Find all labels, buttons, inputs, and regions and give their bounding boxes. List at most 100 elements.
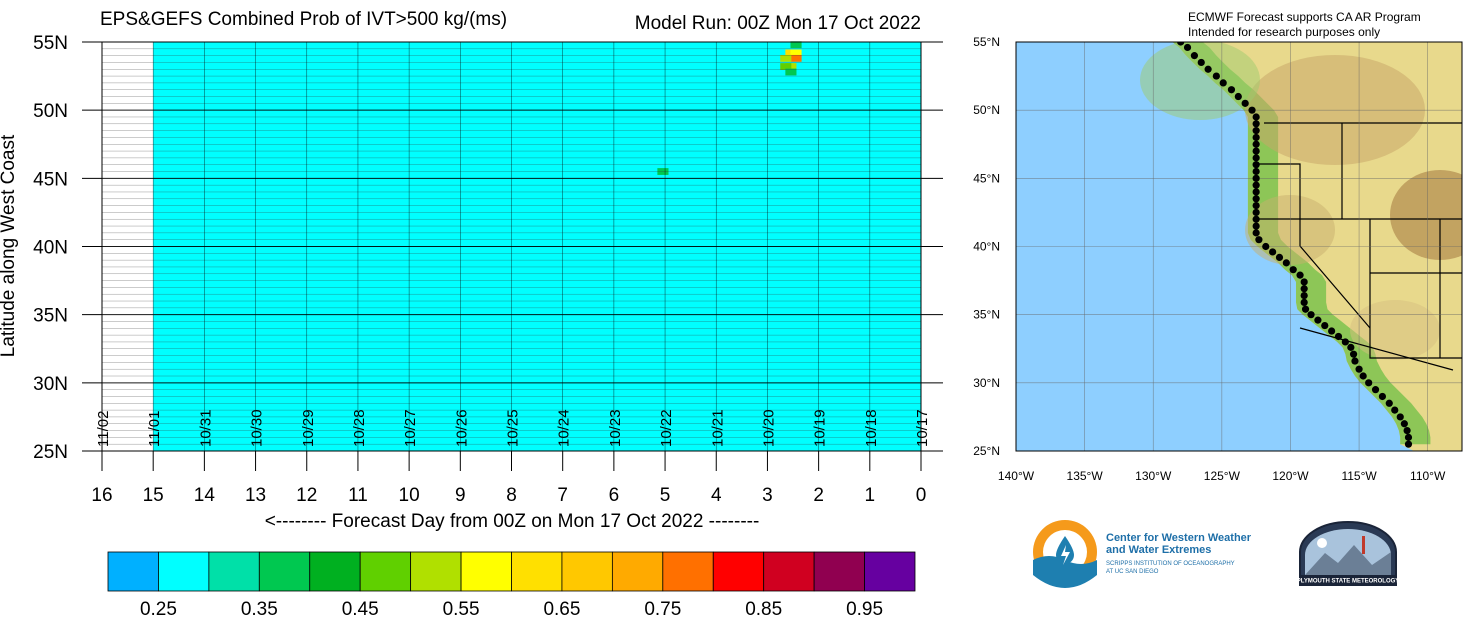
colorbar-swatch [712,551,765,592]
coast-point [1289,266,1297,274]
colorbar-label: 0.25 [140,599,177,620]
colorbar [107,551,916,592]
colorbar-swatch [410,551,462,592]
y-tick-label: 40N [33,238,68,259]
coast-point [1300,278,1308,286]
coast-point [1328,327,1336,335]
cw3e-logo: Center for Western Weather and Water Ext… [1033,520,1252,588]
map-lat-label: 50°N [973,103,1000,117]
coast-point [1252,120,1260,128]
x-tick-label: 11 [348,485,368,506]
coast-point [1282,259,1290,267]
map-lon-label: 130°W [1135,469,1172,483]
x-tick-label: 8 [506,485,517,506]
coast-point [1341,338,1349,346]
date-label: 10/23 [607,409,624,447]
coast-point [1300,291,1308,300]
date-label: 10/24 [556,409,573,447]
heatmap-cell [790,49,802,57]
date-label: 10/25 [505,409,522,447]
x-tick-label: 4 [711,485,722,506]
coast-point [1252,140,1260,148]
coast-point [1385,399,1393,407]
map-lon-label: 120°W [1272,469,1309,483]
coast-point [1252,222,1260,230]
sun-icon [1317,538,1327,548]
colorbar-label: 0.45 [342,599,379,620]
map-lat-label: 40°N [973,240,1000,254]
coast-point [1404,440,1413,448]
y-tick-label: 25N [33,442,68,463]
colorbar-labels: 0.25 0.35 0.45 0.55 0.65 0.75 0.85 0.95 [140,599,883,620]
heatmap-cell [780,63,792,70]
coast-point [1177,42,1185,46]
coast-point [1241,99,1249,107]
x-tick-label: 7 [557,485,568,506]
coast-point [1349,350,1358,358]
coast-point [1204,65,1212,73]
colorbar-swatch [763,551,815,592]
x-tick-label: 10 [399,485,420,506]
coast-point [1275,253,1284,262]
coast-point [1300,298,1308,306]
map-lat-label: 45°N [973,171,1000,185]
coast-point [1269,248,1277,256]
x-tick-label: 0 [916,485,927,506]
coast-point [1351,357,1359,365]
colorbar-label: 0.75 [644,599,681,620]
coast-point [1252,188,1260,196]
x-tick-label: 13 [245,485,266,506]
map-lon-label: 140°W [998,469,1035,483]
colorbar-swatch [158,551,210,592]
colorbar-swatch [864,551,916,592]
coast-point [1296,271,1304,279]
coast-point [1365,379,1373,387]
date-label: 11/01 [146,411,163,447]
date-label: 10/21 [709,409,726,447]
coast-point [1371,386,1380,394]
date-label: 10/27 [402,409,419,447]
coast-point [1403,426,1411,435]
coast-point [1252,195,1260,203]
x-tick-label: 16 [91,485,112,506]
x-tick-label: 9 [455,485,466,506]
date-label: 10/17 [914,409,931,447]
colorbar-swatch [309,551,361,592]
chart-gridlines [82,41,943,471]
psu-name: PLYMOUTH STATE METEOROLOGY [1297,579,1400,585]
map-lon-label: 125°W [1204,469,1241,483]
coast-point [1262,242,1270,251]
x-axis-label: <-------- Forecast Day from 00Z on Mon 1… [265,511,760,532]
plot-frame [101,41,922,452]
coast-point [1183,43,1192,52]
cw3e-name-line2: and Water Extremes [1106,544,1211,556]
date-labels: 11/02 11/01 10/31 10/30 10/29 10/28 10/27 10/26… [95,409,931,447]
coast-point [1227,86,1236,94]
coast-point [1212,72,1220,80]
coast-point [1347,343,1355,351]
y-tick-labels: 25N 30N 35N 40N 45N 50N 55N [33,33,68,463]
psu-logo: PLYMOUTH STATE METEOROLOGY [1297,521,1400,586]
x-tick-label: 6 [609,485,620,506]
colorbar-swatch [359,551,412,592]
map-lat-label: 35°N [973,308,1000,322]
x-tick-label: 12 [296,485,317,506]
colorbar-swatch [813,551,865,592]
coast-point [1378,392,1387,401]
heatmap-cell [785,68,797,76]
heatmap-cell [780,54,792,62]
map-lon-labels: 140°W 135°W 130°W 125°W 120°W 115°W 110°W [998,469,1446,483]
y-tick-label: 55N [33,33,68,54]
cw3e-name-line1: Center for Western Weather [1106,532,1252,544]
coast-point [1252,202,1260,210]
map-lat-labels: 25°N 30°N 35°N 40°N 45°N 50°N 55°N [973,35,1000,458]
coast-point [1400,420,1408,428]
colorbar-swatch [208,551,260,592]
cw3e-name-line4: AT UC SAN DIEGO [1106,569,1159,575]
coast-point [1234,92,1242,101]
coast-point [1301,305,1310,313]
coast-point [1252,167,1260,176]
colorbar-label: 0.85 [745,599,782,620]
model-run-label: Model Run: 00Z Mon 17 Oct 2022 [635,13,921,34]
